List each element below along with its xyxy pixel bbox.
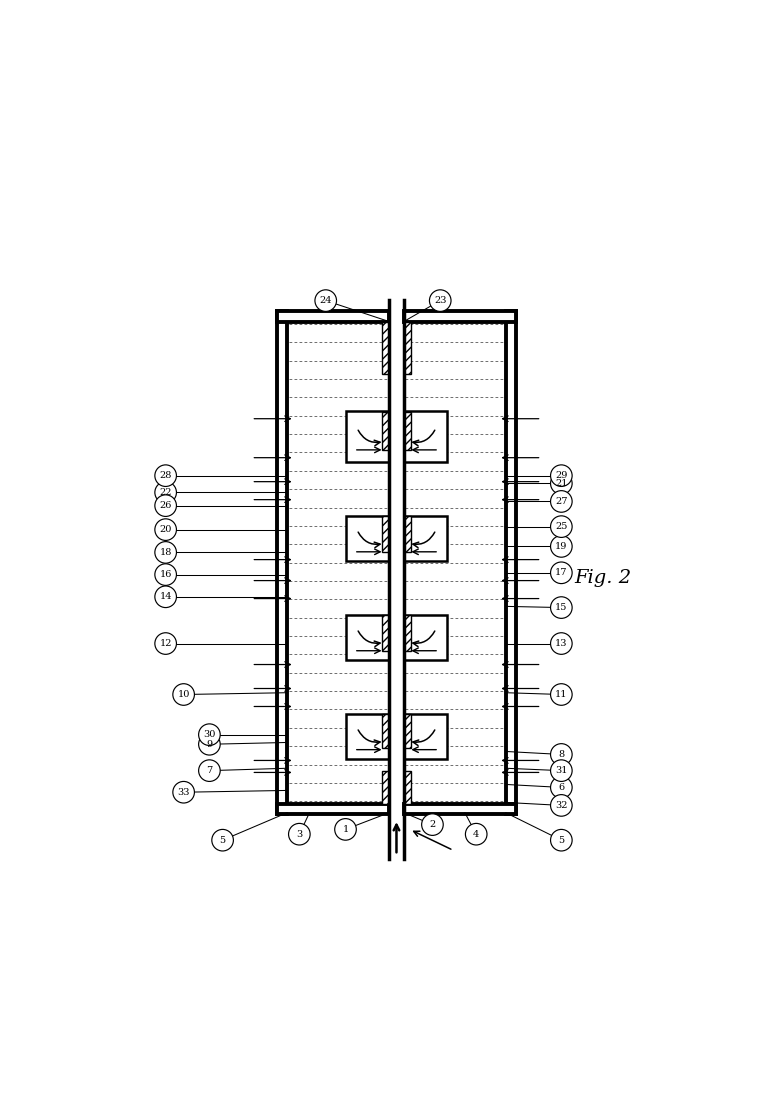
Text: 29: 29 — [555, 472, 567, 480]
Text: 21: 21 — [555, 479, 567, 488]
Bar — [404, 310, 516, 321]
Text: 25: 25 — [555, 522, 567, 531]
Text: 26: 26 — [159, 501, 172, 510]
Circle shape — [199, 759, 220, 782]
Text: 18: 18 — [159, 548, 172, 557]
Text: 22: 22 — [159, 488, 172, 497]
Circle shape — [550, 794, 572, 816]
Text: 12: 12 — [159, 640, 172, 648]
Circle shape — [550, 759, 572, 782]
Text: 7: 7 — [206, 766, 213, 775]
Circle shape — [550, 535, 572, 558]
Circle shape — [155, 542, 176, 563]
Bar — [404, 321, 410, 374]
Text: 31: 31 — [555, 766, 567, 775]
Text: 28: 28 — [159, 472, 172, 480]
Bar — [382, 321, 389, 374]
Circle shape — [421, 814, 443, 836]
Text: 4: 4 — [473, 830, 479, 839]
Circle shape — [155, 563, 176, 586]
Text: 24: 24 — [319, 296, 332, 305]
Circle shape — [212, 830, 233, 851]
Text: Fig. 2: Fig. 2 — [574, 569, 632, 587]
Circle shape — [550, 633, 572, 654]
Circle shape — [155, 495, 176, 516]
Bar — [346, 615, 389, 660]
Circle shape — [172, 782, 194, 803]
Circle shape — [155, 519, 176, 541]
Circle shape — [465, 823, 487, 844]
Text: 8: 8 — [558, 750, 564, 759]
Circle shape — [199, 724, 220, 746]
Bar — [277, 310, 389, 321]
Circle shape — [199, 734, 220, 755]
Text: 20: 20 — [159, 525, 172, 534]
Text: 16: 16 — [159, 570, 172, 579]
Text: 6: 6 — [558, 783, 564, 792]
Bar — [382, 516, 389, 552]
Text: 32: 32 — [555, 801, 567, 810]
Text: 10: 10 — [177, 690, 189, 699]
Bar — [382, 615, 389, 651]
Text: 3: 3 — [296, 830, 302, 839]
Circle shape — [335, 819, 356, 840]
Bar — [277, 804, 389, 814]
Text: 5: 5 — [558, 836, 564, 844]
Text: 19: 19 — [555, 542, 567, 551]
Bar — [346, 516, 389, 561]
Bar — [404, 771, 410, 804]
Text: 30: 30 — [203, 730, 216, 739]
Bar — [382, 771, 389, 804]
Text: 9: 9 — [206, 740, 213, 749]
Text: 5: 5 — [220, 836, 226, 844]
Text: 11: 11 — [555, 690, 567, 699]
Text: 2: 2 — [429, 820, 435, 829]
Bar — [277, 310, 287, 814]
Circle shape — [429, 290, 451, 311]
Circle shape — [550, 473, 572, 494]
Bar — [506, 310, 516, 814]
Circle shape — [288, 823, 310, 844]
Circle shape — [550, 491, 572, 512]
Bar — [382, 411, 389, 450]
Circle shape — [550, 516, 572, 538]
Circle shape — [155, 586, 176, 607]
Text: 27: 27 — [555, 497, 567, 506]
Bar — [346, 411, 389, 463]
Circle shape — [172, 683, 194, 706]
Text: 1: 1 — [342, 825, 349, 834]
Bar — [404, 804, 516, 814]
Bar — [404, 516, 447, 561]
Circle shape — [550, 683, 572, 706]
Bar — [346, 713, 389, 759]
Text: 14: 14 — [159, 592, 172, 601]
Circle shape — [550, 465, 572, 486]
Text: 15: 15 — [555, 603, 567, 612]
Circle shape — [155, 465, 176, 486]
Bar — [404, 715, 410, 748]
Circle shape — [550, 830, 572, 851]
Text: 23: 23 — [434, 296, 446, 305]
Text: 17: 17 — [555, 568, 567, 577]
Circle shape — [155, 633, 176, 654]
Circle shape — [550, 562, 572, 584]
Bar — [404, 411, 447, 463]
Bar — [382, 715, 389, 748]
Circle shape — [550, 597, 572, 618]
Text: 33: 33 — [177, 787, 189, 796]
Circle shape — [550, 776, 572, 799]
Circle shape — [155, 482, 176, 503]
Text: 13: 13 — [555, 640, 567, 648]
Bar — [404, 411, 410, 450]
Bar — [404, 713, 447, 759]
Bar — [404, 615, 447, 660]
Bar — [404, 516, 410, 552]
Bar — [404, 615, 410, 651]
Circle shape — [550, 744, 572, 765]
Circle shape — [315, 290, 336, 311]
